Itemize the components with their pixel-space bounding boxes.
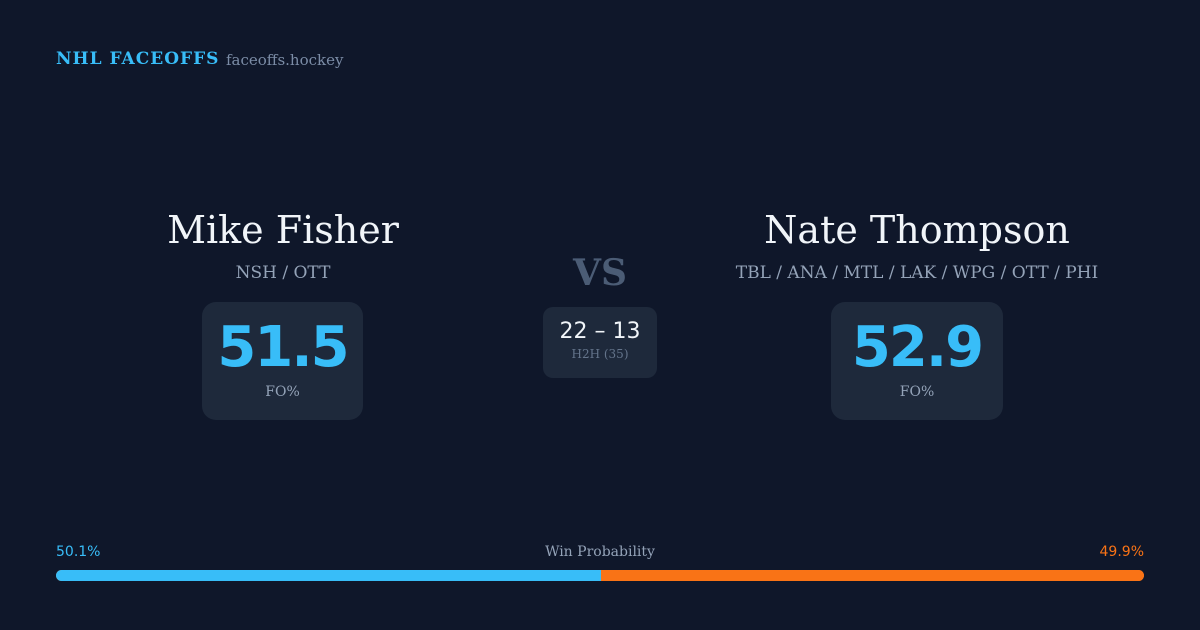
left-player: Mike Fisher NSH / OTT [3, 205, 563, 285]
right-player-teams: TBL / ANA / MTL / LAK / WPG / OTT / PHI [735, 263, 1099, 283]
left-fo-card: 51.5 FO% [202, 302, 363, 420]
right-fo-card: 52.9 FO% [831, 302, 1003, 420]
site-url: faceoffs.hockey [226, 51, 344, 69]
right-player: Nate Thompson TBL / ANA / MTL / LAK / WP… [637, 205, 1197, 285]
h2h-score: 22 – 13 [559, 319, 641, 344]
right-fo-label: FO% [899, 384, 935, 400]
left-win-prob: 50.1% [56, 544, 101, 560]
win-prob-bar [56, 570, 1144, 581]
left-player-teams: NSH / OTT [235, 263, 331, 283]
h2h-label: H2H (35) [571, 347, 629, 361]
right-player-name: Nate Thompson [764, 208, 1070, 252]
right-win-prob: 49.9% [1099, 544, 1144, 560]
win-prob-right-fill [601, 570, 1144, 581]
left-player-name: Mike Fisher [167, 208, 399, 252]
left-fo-value: 51.5 [217, 315, 349, 380]
h2h-card: 22 – 13 H2H (35) [543, 307, 657, 378]
win-prob-left-fill [56, 570, 602, 581]
win-prob-label: Win Probability [545, 544, 655, 560]
brand-title: NHL FACEOFFS [56, 49, 220, 69]
right-fo-value: 52.9 [851, 315, 984, 380]
left-fo-label: FO% [265, 384, 300, 400]
vs-label: VS [573, 252, 627, 294]
